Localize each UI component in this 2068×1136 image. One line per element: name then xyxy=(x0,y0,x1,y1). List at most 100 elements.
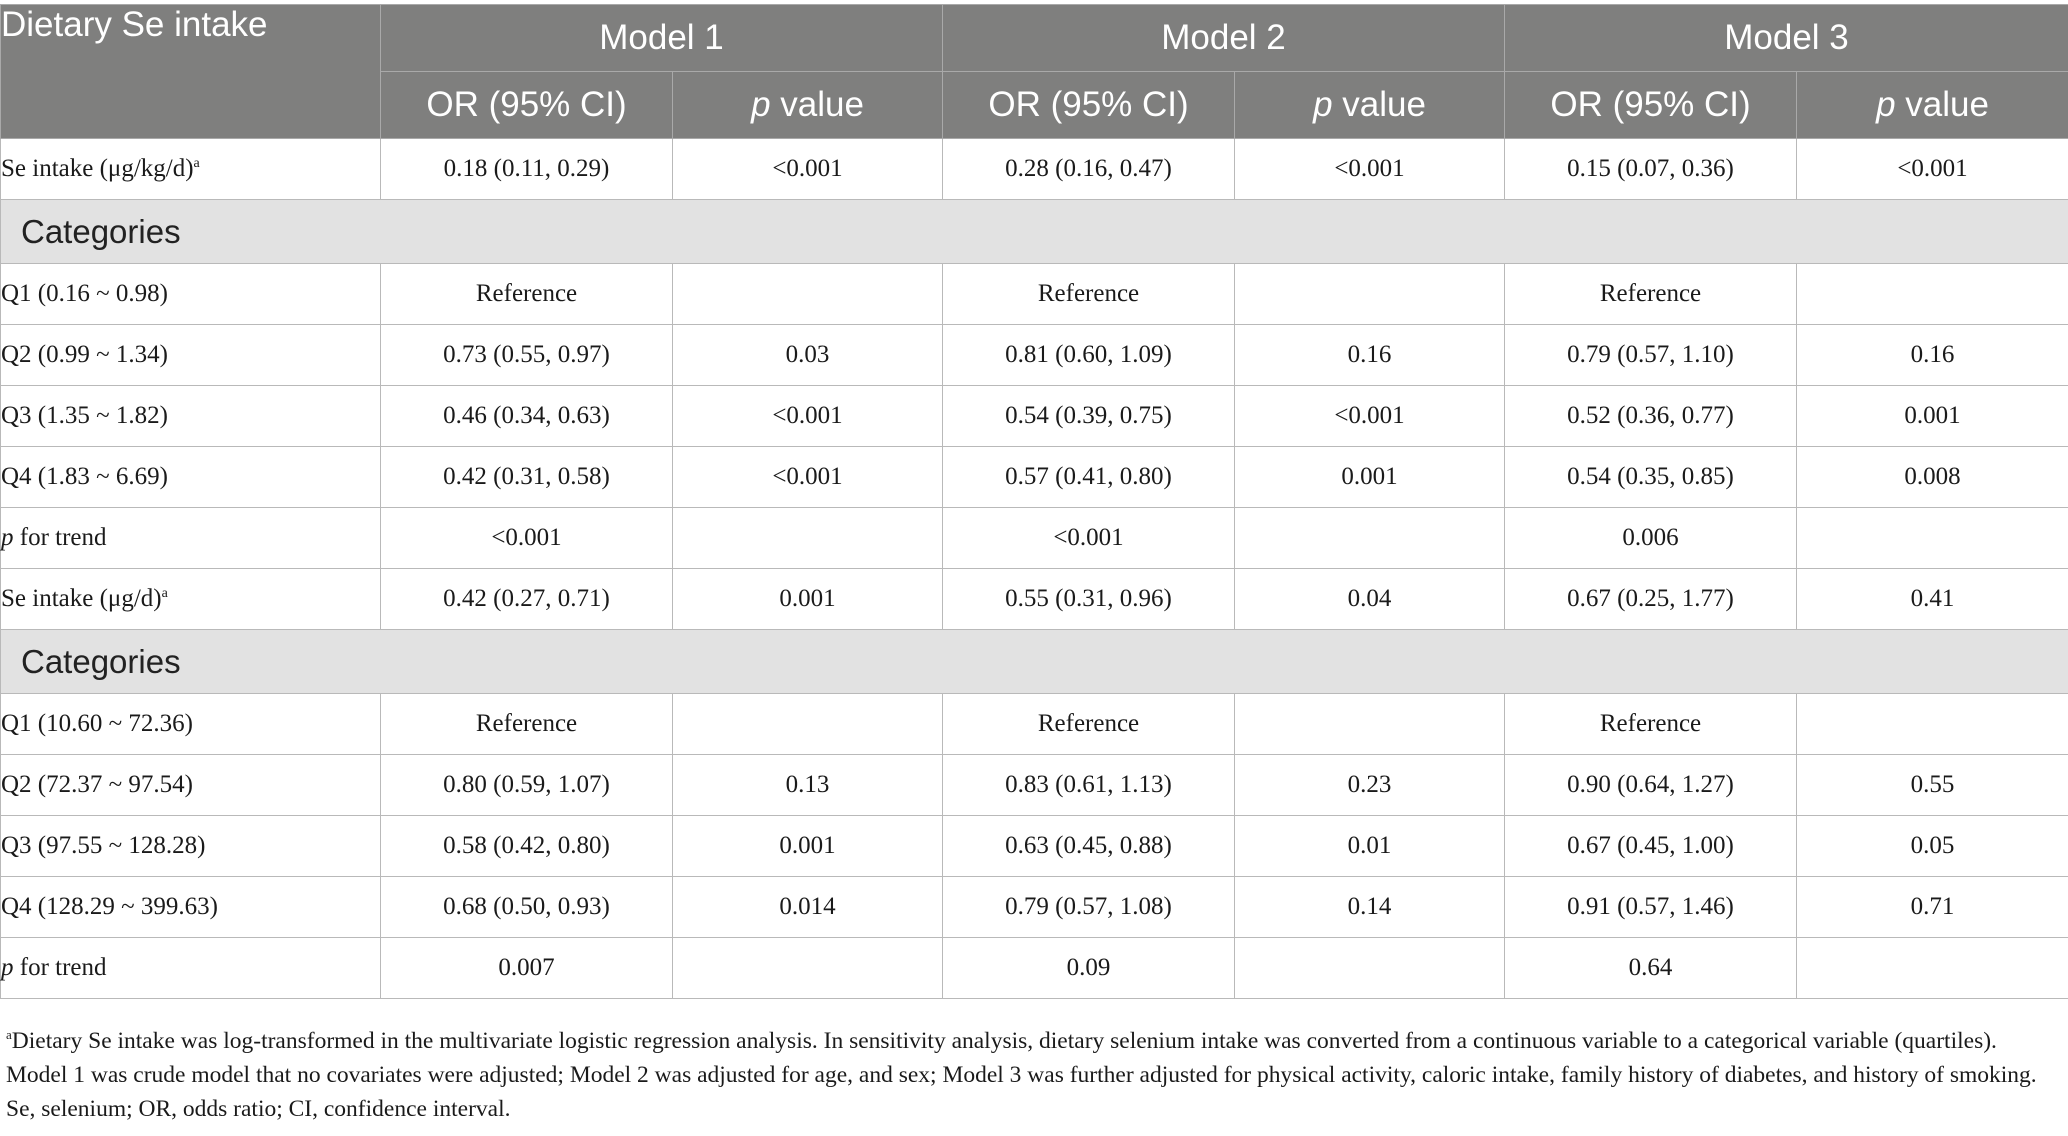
p-cell xyxy=(1234,263,1505,325)
or-cell: 0.28 (0.16, 0.47) xyxy=(942,138,1235,200)
or-cell: 0.73 (0.55, 0.97) xyxy=(380,324,673,386)
p-cell: <0.001 xyxy=(1796,138,2068,200)
categories-label: Categories xyxy=(0,199,2068,264)
or-cell: Reference xyxy=(1504,693,1797,755)
empty-cell xyxy=(1796,937,2068,999)
p-cell: 0.13 xyxy=(672,754,943,816)
or-cell: Reference xyxy=(1504,263,1797,325)
p-cell: 0.001 xyxy=(1234,446,1505,508)
row-label-header: Dietary Se intake xyxy=(0,4,381,139)
or-cell: 0.79 (0.57, 1.08) xyxy=(942,876,1235,938)
p-cell: <0.001 xyxy=(672,138,943,200)
category-row: Categories xyxy=(0,629,2068,694)
row-label: Q2 (0.99 ~ 1.34) xyxy=(0,324,381,386)
empty-cell xyxy=(672,937,943,999)
table-row: Q4 (1.83 ~ 6.69) 0.42 (0.31, 0.58) <0.00… xyxy=(0,446,2068,508)
trend-row: p for trend 0.007 0.09 0.64 xyxy=(0,937,2068,999)
p-cell: 0.14 xyxy=(1234,876,1505,938)
trend-cell: 0.09 xyxy=(942,937,1235,999)
or-cell: 0.18 (0.11, 0.29) xyxy=(380,138,673,200)
model-1-header: Model 1 xyxy=(380,4,943,72)
or-cell: 0.83 (0.61, 1.13) xyxy=(942,754,1235,816)
or-cell: 0.42 (0.31, 0.58) xyxy=(380,446,673,508)
trend-cell: <0.001 xyxy=(380,507,673,569)
category-row: Categories xyxy=(0,199,2068,264)
p-cell: 0.001 xyxy=(672,568,943,630)
or-cell: Reference xyxy=(380,263,673,325)
empty-cell xyxy=(1234,507,1505,569)
or-cell: 0.67 (0.25, 1.77) xyxy=(1504,568,1797,630)
table-row: Se intake (μg/d)a 0.42 (0.27, 0.71) 0.00… xyxy=(0,568,2068,630)
p-cell: <0.001 xyxy=(672,446,943,508)
trend-cell: 0.007 xyxy=(380,937,673,999)
row-label: Q1 (10.60 ~ 72.36) xyxy=(0,693,381,755)
table-row: Q3 (97.55 ~ 128.28) 0.58 (0.42, 0.80) 0.… xyxy=(0,815,2068,877)
model-2-header: Model 2 xyxy=(942,4,1505,72)
p-cell xyxy=(672,693,943,755)
p-cell: <0.001 xyxy=(1234,385,1505,447)
model-3-header: Model 3 xyxy=(1504,4,2068,72)
or-cell: 0.58 (0.42, 0.80) xyxy=(380,815,673,877)
p-cell: 0.03 xyxy=(672,324,943,386)
p-cell: 0.71 xyxy=(1796,876,2068,938)
header-row-models: Dietary Se intake Model 1 Model 2 Model … xyxy=(0,4,2068,139)
or-cell: 0.68 (0.50, 0.93) xyxy=(380,876,673,938)
or-cell: 0.46 (0.34, 0.63) xyxy=(380,385,673,447)
p-cell: <0.001 xyxy=(1234,138,1505,200)
p-value-header: p value xyxy=(1796,71,2068,139)
or-cell: 0.57 (0.41, 0.80) xyxy=(942,446,1235,508)
p-cell: 0.01 xyxy=(1234,815,1505,877)
trend-cell: 0.64 xyxy=(1504,937,1797,999)
p-cell: 0.23 xyxy=(1234,754,1505,816)
empty-cell xyxy=(1234,937,1505,999)
p-cell xyxy=(1234,693,1505,755)
or-cell: 0.67 (0.45, 1.00) xyxy=(1504,815,1797,877)
p-cell: 0.001 xyxy=(672,815,943,877)
row-label: Se intake (μg/d)a xyxy=(0,568,381,630)
or-cell: 0.91 (0.57, 1.46) xyxy=(1504,876,1797,938)
results-table: Dietary Se intake Model 1 Model 2 Model … xyxy=(0,4,2068,999)
row-label: Q4 (1.83 ~ 6.69) xyxy=(0,446,381,508)
or-cell: 0.55 (0.31, 0.96) xyxy=(942,568,1235,630)
or-cell: 0.54 (0.39, 0.75) xyxy=(942,385,1235,447)
p-value-header: p value xyxy=(1234,71,1505,139)
or-cell: 0.52 (0.36, 0.77) xyxy=(1504,385,1797,447)
p-value-header: p value xyxy=(672,71,943,139)
p-cell xyxy=(1796,693,2068,755)
header-row-stats: OR (95% CI) p value OR (95% CI) p value … xyxy=(1,71,2068,139)
p-cell: 0.41 xyxy=(1796,568,2068,630)
table-row: Q2 (0.99 ~ 1.34) 0.73 (0.55, 0.97) 0.03 … xyxy=(0,324,2068,386)
or-cell: 0.81 (0.60, 1.09) xyxy=(942,324,1235,386)
p-cell: 0.16 xyxy=(1234,324,1505,386)
empty-cell xyxy=(672,507,943,569)
table-row: Q3 (1.35 ~ 1.82) 0.46 (0.34, 0.63) <0.00… xyxy=(0,385,2068,447)
p-cell: 0.55 xyxy=(1796,754,2068,816)
or-cell: Reference xyxy=(942,693,1235,755)
p-cell: 0.008 xyxy=(1796,446,2068,508)
row-label: Q3 (97.55 ~ 128.28) xyxy=(0,815,381,877)
p-cell xyxy=(1796,263,2068,325)
row-label: Q1 (0.16 ~ 0.98) xyxy=(0,263,381,325)
p-cell: 0.014 xyxy=(672,876,943,938)
table-row: Se intake (μg/kg/d)a 0.18 (0.11, 0.29) <… xyxy=(0,138,2068,200)
p-cell: 0.16 xyxy=(1796,324,2068,386)
row-label: Se intake (μg/kg/d)a xyxy=(0,138,381,200)
or-cell: 0.63 (0.45, 0.88) xyxy=(942,815,1235,877)
or-ci-header: OR (95% CI) xyxy=(1504,71,1797,139)
or-cell: 0.42 (0.27, 0.71) xyxy=(380,568,673,630)
row-label: Q3 (1.35 ~ 1.82) xyxy=(0,385,381,447)
table-footnote: aDietary Se intake was log-transformed i… xyxy=(6,1027,2037,1122)
row-label: Q4 (128.29 ~ 399.63) xyxy=(0,876,381,938)
trend-row: p for trend <0.001 <0.001 0.006 xyxy=(0,507,2068,569)
p-cell: 0.04 xyxy=(1234,568,1505,630)
row-label: p for trend xyxy=(0,937,381,999)
table-row: Q4 (128.29 ~ 399.63) 0.68 (0.50, 0.93) 0… xyxy=(0,876,2068,938)
p-cell: 0.05 xyxy=(1796,815,2068,877)
or-ci-header: OR (95% CI) xyxy=(942,71,1235,139)
row-label: p for trend xyxy=(0,507,381,569)
or-cell: 0.79 (0.57, 1.10) xyxy=(1504,324,1797,386)
p-cell: <0.001 xyxy=(672,385,943,447)
trend-cell: <0.001 xyxy=(942,507,1235,569)
table-row: Q1 (10.60 ~ 72.36) Reference Reference R… xyxy=(0,693,2068,755)
or-cell: 0.80 (0.59, 1.07) xyxy=(380,754,673,816)
